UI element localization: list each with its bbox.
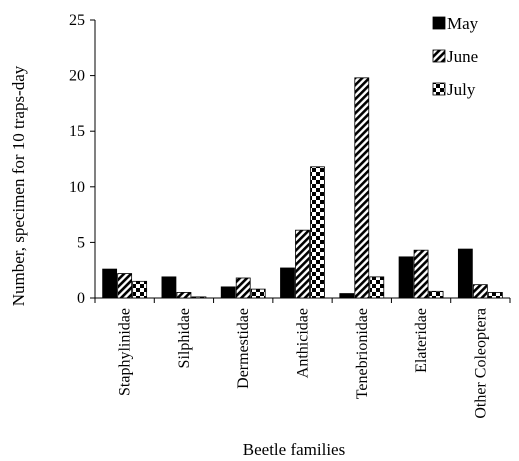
x-axis: Staphylinidae Silphidae Dermestidae Anthici… bbox=[94, 297, 511, 419]
y-tick-label: 10 bbox=[69, 179, 85, 196]
x-tick-label: Anthicidae bbox=[295, 308, 312, 378]
bar-june-dermestidae bbox=[235, 277, 251, 299]
x-axis-title: Beetle families bbox=[243, 440, 345, 459]
x-tick-label: Elateridae bbox=[413, 308, 430, 373]
y-axis-title: Number, specimen for 10 traps-day bbox=[9, 65, 28, 306]
legend-label-july: July bbox=[447, 80, 476, 99]
bar-june-tenebrionidae bbox=[354, 77, 370, 299]
y-tick-label: 0 bbox=[77, 290, 85, 307]
bar-july-staphylinidae bbox=[132, 280, 148, 299]
bar-july-other-coleoptera bbox=[487, 292, 503, 299]
y-tick-label: 15 bbox=[69, 123, 85, 140]
bar-june-elateridae bbox=[413, 249, 429, 299]
y-tick-label: 25 bbox=[69, 12, 85, 29]
x-tick-label: Dermestidae bbox=[235, 308, 252, 389]
legend: May June July bbox=[432, 14, 479, 99]
bar-june-staphylinidae bbox=[117, 273, 133, 299]
bar-may-tenebrionidae bbox=[339, 293, 355, 299]
y-tick-label: 5 bbox=[77, 234, 85, 251]
x-tick-label: Silphidae bbox=[176, 308, 193, 368]
bar-june-other-coleoptera bbox=[472, 284, 488, 299]
bar-july-silphidae bbox=[191, 296, 207, 299]
bar-may-other-coleoptera bbox=[457, 248, 473, 299]
bars bbox=[102, 77, 503, 299]
bar-may-anthicidae bbox=[280, 267, 295, 299]
legend-swatch-june bbox=[432, 49, 446, 63]
x-tick-label: Other Coleoptera bbox=[472, 308, 489, 419]
bar-may-silphidae bbox=[161, 276, 177, 299]
bar-july-tenebrionidae bbox=[369, 276, 385, 299]
bar-june-silphidae bbox=[176, 292, 192, 299]
bar-july-anthicidae bbox=[310, 166, 325, 299]
bar-june-anthicidae bbox=[295, 229, 310, 299]
y-tick-label: 20 bbox=[69, 68, 85, 85]
x-tick-label: Tenebrionidae bbox=[354, 308, 371, 399]
y-axis: 0 5 10 15 20 25 bbox=[69, 12, 96, 307]
legend-swatch-july bbox=[432, 82, 446, 96]
legend-swatch-may bbox=[432, 16, 446, 30]
legend-label-may: May bbox=[447, 14, 479, 33]
bar-july-dermestidae bbox=[250, 288, 266, 299]
bar-may-dermestidae bbox=[220, 286, 236, 299]
bar-july-elateridae bbox=[428, 290, 444, 299]
bar-may-staphylinidae bbox=[102, 268, 118, 299]
legend-label-june: June bbox=[447, 47, 478, 66]
x-tick-label: Staphylinidae bbox=[117, 308, 134, 396]
bar-may-elateridae bbox=[398, 256, 414, 299]
